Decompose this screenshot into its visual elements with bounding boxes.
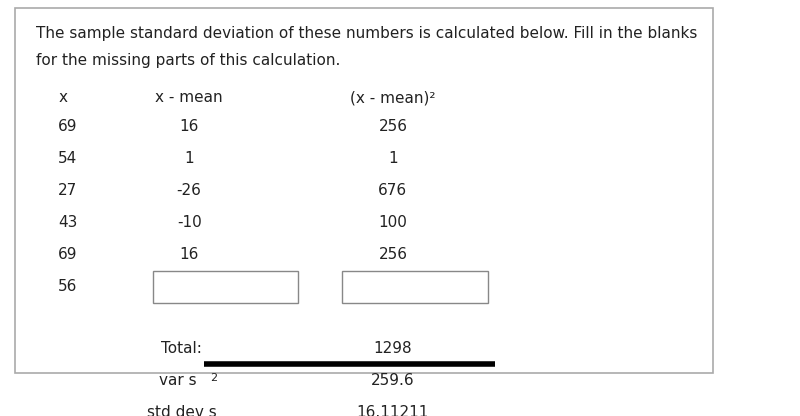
Text: for the missing parts of this calculation.: for the missing parts of this calculatio… <box>36 53 341 68</box>
Text: Total:: Total: <box>162 341 202 356</box>
Text: 16: 16 <box>179 247 199 262</box>
Text: 256: 256 <box>378 119 407 134</box>
Text: 27: 27 <box>58 183 78 198</box>
Text: 54: 54 <box>58 151 78 166</box>
Text: 69: 69 <box>58 119 78 134</box>
Text: 259.6: 259.6 <box>371 373 414 388</box>
Text: 2: 2 <box>210 373 218 383</box>
Text: x - mean: x - mean <box>155 90 223 106</box>
Text: 69: 69 <box>58 247 78 262</box>
Text: -10: -10 <box>177 215 202 230</box>
Text: std dev s: std dev s <box>147 405 217 416</box>
Text: (x - mean)²: (x - mean)² <box>350 90 436 106</box>
Text: 56: 56 <box>58 279 78 294</box>
Text: 256: 256 <box>378 247 407 262</box>
Text: x: x <box>58 90 67 106</box>
Text: The sample standard deviation of these numbers is calculated below. Fill in the : The sample standard deviation of these n… <box>36 26 698 41</box>
Text: 1298: 1298 <box>374 341 412 356</box>
Text: 1: 1 <box>388 151 398 166</box>
FancyBboxPatch shape <box>153 271 298 303</box>
Text: 676: 676 <box>378 183 407 198</box>
Text: var s: var s <box>159 373 197 388</box>
Text: 1: 1 <box>184 151 194 166</box>
Text: 16.11211: 16.11211 <box>357 405 429 416</box>
Text: 43: 43 <box>58 215 78 230</box>
Text: 16: 16 <box>179 119 199 134</box>
Text: 100: 100 <box>378 215 407 230</box>
FancyBboxPatch shape <box>14 7 713 373</box>
FancyBboxPatch shape <box>342 271 487 303</box>
Text: -26: -26 <box>177 183 202 198</box>
